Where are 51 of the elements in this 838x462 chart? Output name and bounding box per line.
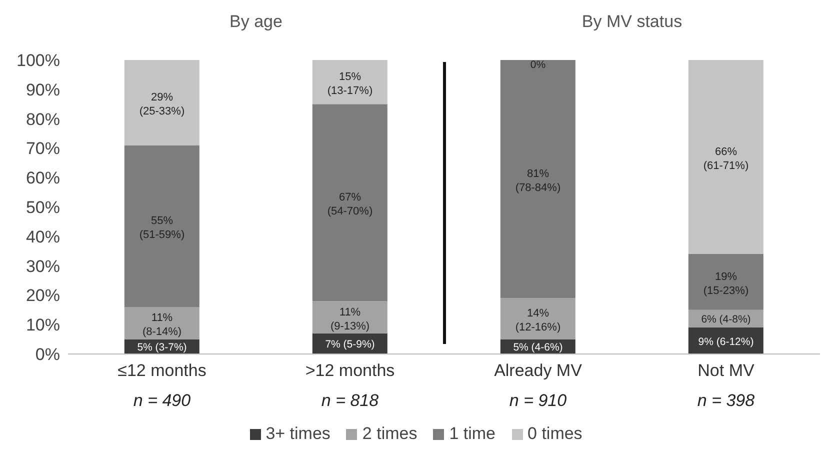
x-tick-label: Already MV <box>494 361 583 380</box>
data-label: 66% (61-71%) <box>703 146 749 172</box>
x-tick-label: ≤12 months <box>118 361 206 380</box>
y-tick-label: 20% <box>26 286 60 306</box>
legend-label: 2 times <box>361 424 418 444</box>
bar <box>688 254 764 310</box>
data-label: 5% (3-7%) <box>137 342 187 354</box>
data-label: 55% (51-59%) <box>139 215 185 242</box>
y-tick-label: 50% <box>26 198 60 218</box>
y-tick-label: 40% <box>26 227 60 246</box>
data-label: 81% (78-84%) <box>515 168 561 194</box>
data-label: 29% (25-33%) <box>139 92 185 118</box>
text: n = 398 <box>697 391 756 410</box>
data-label: 6% (4-8%) <box>701 314 751 326</box>
data-label: 0% <box>530 59 546 71</box>
data-label: 5% (4-6%) <box>513 342 563 354</box>
legend-label: 3+ times <box>264 424 330 444</box>
data-label: 11% (9-13%) <box>330 306 370 332</box>
y-tick-label: 10% <box>26 316 60 335</box>
bar <box>124 60 200 146</box>
y-tick-label: 30% <box>26 256 60 276</box>
text: By age <box>228 12 284 32</box>
legend-label: 1 time <box>448 424 496 444</box>
data-label: 67% (54-70%) <box>327 192 373 218</box>
y-tick-label: 80% <box>26 110 60 129</box>
bar <box>312 301 388 334</box>
data-label: 19% (15-23%) <box>703 270 749 297</box>
y-tick-label: 0% <box>35 345 60 364</box>
bar <box>688 60 764 254</box>
bar <box>312 104 388 302</box>
data-label: 14% (12-16%) <box>515 308 561 334</box>
legend-label: 0 times <box>526 424 582 444</box>
bar <box>124 145 200 307</box>
data-label: 7% (5-9%) <box>325 338 375 351</box>
x-tick-label: >12 months <box>305 361 395 380</box>
text: n = 910 <box>509 391 568 410</box>
text: By MV status <box>580 12 684 32</box>
y-tick-label: 90% <box>26 80 60 100</box>
x-tick-label: Not MV <box>698 361 755 380</box>
data-label: 9% (6-12%) <box>698 336 754 348</box>
bar <box>500 60 576 298</box>
data-label: 15% (13-17%) <box>327 71 373 98</box>
bar <box>312 60 388 104</box>
text: n = 818 <box>321 391 380 410</box>
text: n = 490 <box>133 391 192 410</box>
data-label: 11% (8-14%) <box>142 312 182 338</box>
y-tick-label: 60% <box>26 168 60 188</box>
bar <box>500 298 576 340</box>
bar <box>124 306 200 340</box>
y-tick-label: 100% <box>16 51 60 70</box>
y-tick-label: 70% <box>26 139 60 158</box>
